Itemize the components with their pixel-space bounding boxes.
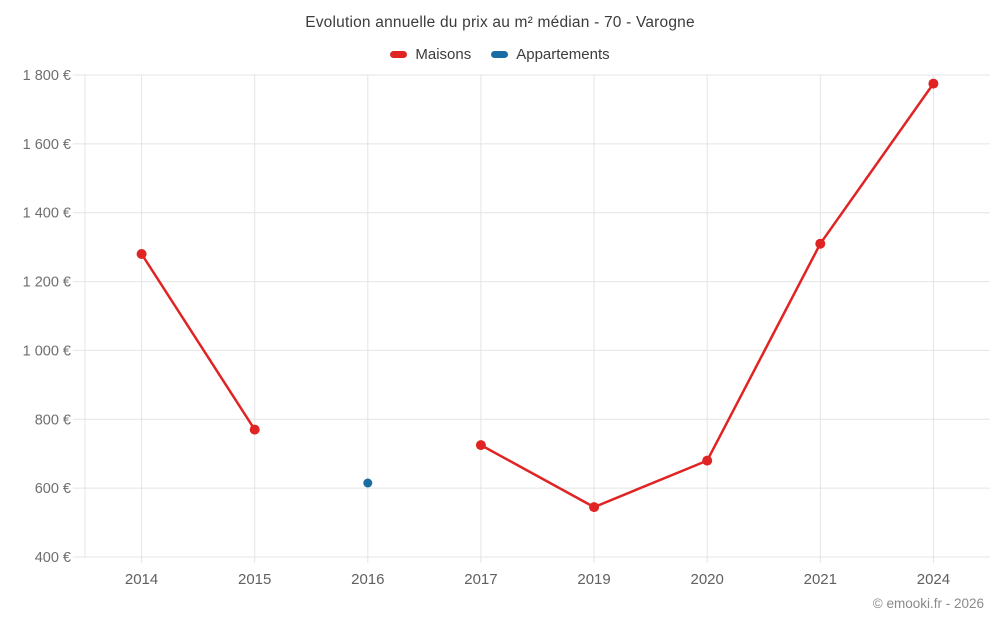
series-line-maisons (140, 82, 935, 509)
data-point-maisons-2014 (136, 249, 147, 259)
appartements-swatch-icon (491, 51, 509, 58)
data-point-maisons-2017 (475, 440, 486, 451)
data-point-maisons-2024 (928, 78, 939, 89)
data-point-maisons-2019 (589, 502, 600, 513)
legend-item-appartements[interactable]: Appartements (491, 46, 610, 63)
legend-label-maisons: Maisons (415, 46, 472, 63)
legend-item-maisons[interactable]: Maisons (390, 46, 471, 63)
x-tick-label: 2019 (577, 571, 610, 588)
data-point-appartements-2016 (363, 478, 373, 488)
y-tick-label: 600 € (35, 481, 71, 497)
maisons-swatch-icon (390, 51, 408, 58)
x-tick-label: 2024 (917, 571, 950, 588)
x-tick-label: 2017 (464, 571, 497, 588)
chart-legend: Maisons Appartements (0, 46, 1000, 63)
y-tick-label: 1 600 € (23, 137, 71, 153)
data-point-maisons-2021 (815, 238, 826, 249)
x-tick-label: 2015 (238, 571, 271, 588)
x-tick-label: 2021 (804, 571, 837, 588)
y-tick-label: 1 000 € (23, 343, 71, 359)
y-tick-label: 1 400 € (23, 206, 71, 222)
x-tick-label: 2016 (351, 571, 384, 588)
chart-source-credit: © emooki.fr - 2026 (872, 596, 984, 611)
y-tick-label: 1 800 € (23, 68, 71, 84)
y-tick-label: 1 200 € (23, 275, 71, 291)
legend-label-appartements: Appartements (516, 46, 610, 63)
x-tick-label: 2014 (125, 571, 158, 588)
data-point-maisons-2020 (702, 455, 713, 466)
data-point-maisons-2015 (249, 424, 260, 435)
chart-title: Evolution annuelle du prix au m² médian … (305, 14, 695, 31)
x-tick-label: 2020 (691, 571, 724, 588)
y-tick-label: 400 € (35, 550, 71, 566)
y-tick-label: 800 € (35, 412, 71, 428)
